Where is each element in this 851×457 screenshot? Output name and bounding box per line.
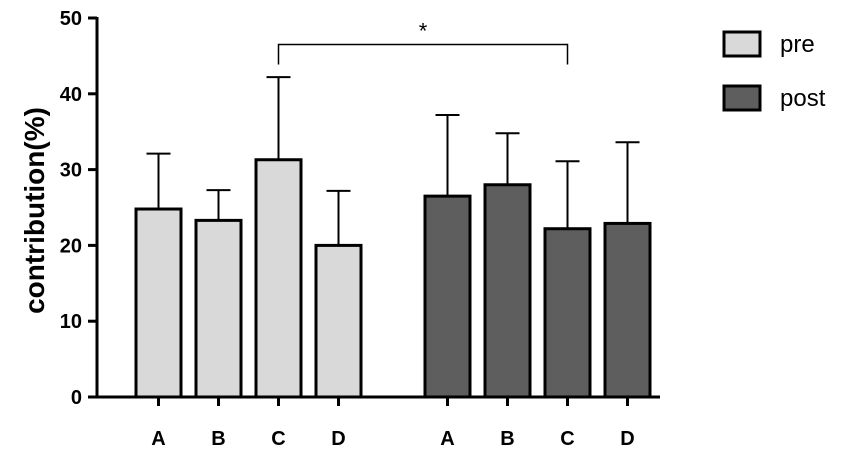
legend-swatch-pre	[722, 30, 762, 58]
y-tick-label: 10	[60, 311, 82, 333]
axes-layer: A B C D A B C D 0 10 20 30 40 50 contribution(%)	[19, 8, 660, 450]
bar-pre-D	[314, 243, 363, 399]
legend-label-pre: pre	[780, 31, 815, 58]
x-tick-label: D	[620, 428, 634, 450]
bar-post-B	[483, 183, 532, 399]
y-tick-label: 0	[71, 387, 82, 409]
bar-post-C	[543, 227, 592, 399]
bar-post-A	[423, 194, 472, 399]
error-bars-layer	[146, 76, 640, 246]
legend-swatch-post	[722, 84, 762, 112]
y-tick-label: 50	[60, 8, 82, 30]
significance-bracket	[277, 43, 569, 65]
x-tick-label: B	[500, 428, 514, 450]
bars-layer	[134, 158, 652, 399]
legend-label-post: post	[780, 85, 826, 112]
bar-post-D	[603, 221, 652, 399]
x-tick-label: C	[271, 428, 285, 450]
y-tick-label: 30	[60, 160, 82, 182]
y-axis-title: contribution(%)	[19, 107, 50, 314]
bar-pre-C	[254, 158, 303, 399]
y-tick-label: 40	[60, 84, 82, 106]
bar-pre-A	[134, 207, 183, 399]
x-tick-label: A	[440, 428, 454, 450]
legend: pre post	[722, 30, 826, 112]
x-tick-label: B	[211, 428, 225, 450]
x-tick-label: A	[151, 428, 165, 450]
x-tick-label: C	[560, 428, 574, 450]
bar-pre-B	[194, 218, 243, 399]
x-tick-label: D	[331, 428, 345, 450]
significance-marker: *	[419, 19, 428, 44]
annotation-layer: *	[277, 19, 569, 65]
y-tick-label: 20	[60, 235, 82, 257]
